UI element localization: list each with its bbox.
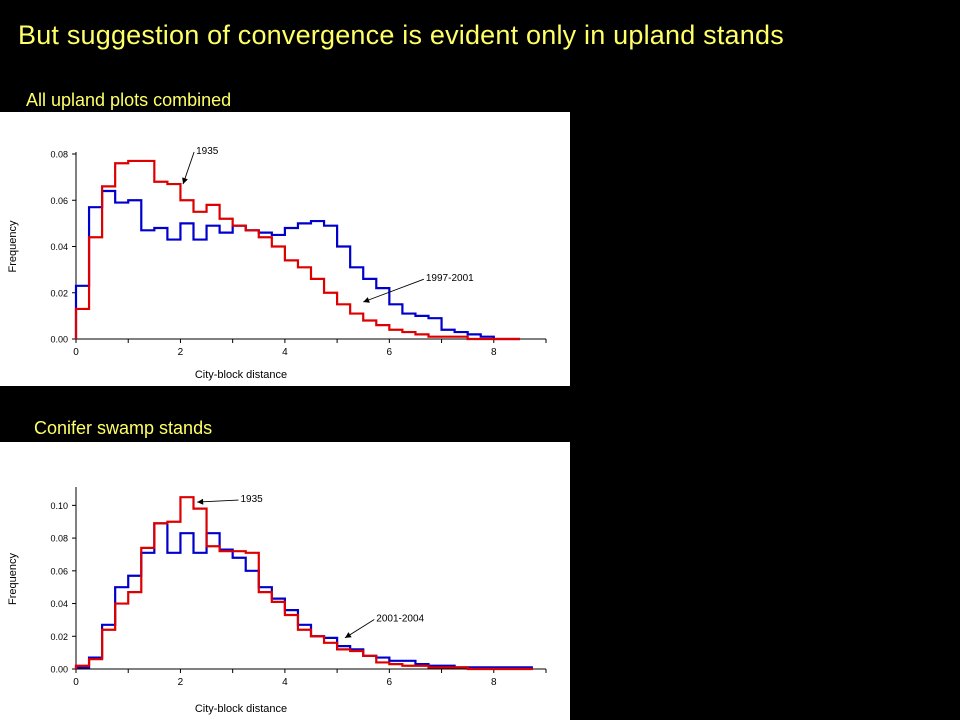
series-line-blue xyxy=(74,522,533,669)
x-tick-label: 2 xyxy=(178,347,184,358)
annotation-arrowhead xyxy=(197,498,204,505)
y-axis-label: Frequency xyxy=(7,553,19,605)
x-tick-label: 8 xyxy=(491,677,497,688)
panel-title-swamp: Conifer swamp stands xyxy=(34,418,213,438)
y-tick-label: 0.08 xyxy=(50,534,68,544)
x-tick-label: 6 xyxy=(387,347,393,358)
slide-title: But suggestion of convergence is evident… xyxy=(18,20,784,50)
chart-upland-svg: 0 2 4 6 8 0.00 0.02 0.04 0.06 0.08 City-block dist… xyxy=(7,146,547,381)
x-tick-label: 4 xyxy=(282,347,288,358)
y-tick-label: 0.04 xyxy=(50,242,68,252)
y-tick-label: 0.06 xyxy=(50,196,68,206)
chart-swamp: 0 2 4 6 8 0.00 0.02 0.04 0.06 0.08 0.10 City-block … xyxy=(0,442,570,720)
series-line-red xyxy=(74,159,520,341)
x-tick-label: 0 xyxy=(73,677,79,688)
annotation-line xyxy=(363,278,425,303)
x-axis-label: City-block distance xyxy=(195,369,287,381)
chart-swamp-svg: 0 2 4 6 8 0.00 0.02 0.04 0.06 0.08 0.10 City-block … xyxy=(7,487,547,715)
y-tick-label: 0.02 xyxy=(50,288,68,298)
y-axis-label: Frequency xyxy=(7,220,19,272)
y-tick-label: 0.08 xyxy=(50,150,68,160)
y-tick-label: 0.00 xyxy=(50,665,68,675)
annotation-line xyxy=(197,499,239,503)
annotation-label: 2001-2004 xyxy=(376,614,424,625)
series-line-red xyxy=(74,496,533,671)
y-tick-label: 0.06 xyxy=(50,566,68,576)
annotation-label: 1997-2001 xyxy=(426,273,474,284)
annotation-arrowhead xyxy=(344,632,352,638)
annotation-arrowhead xyxy=(182,177,188,185)
series-line-blue xyxy=(74,189,520,341)
x-tick-label: 0 xyxy=(73,347,79,358)
x-tick-label: 2 xyxy=(178,677,184,688)
x-axis-label: City-block distance xyxy=(195,703,287,715)
y-tick-label: 0.02 xyxy=(50,632,68,642)
x-tick-label: 8 xyxy=(491,347,497,358)
x-tick-label: 4 xyxy=(282,677,288,688)
panel-title-upland: All upland plots combined xyxy=(26,90,232,110)
annotation-arrowhead xyxy=(363,297,370,303)
chart-upland: 0 2 4 6 8 0.00 0.02 0.04 0.06 0.08 City-block dist… xyxy=(0,112,570,386)
y-tick-label: 0.04 xyxy=(50,599,68,609)
x-tick-label: 6 xyxy=(387,677,393,688)
annotation-label: 1935 xyxy=(196,146,219,157)
y-tick-label: 0.00 xyxy=(50,335,68,345)
annotation-label: 1935 xyxy=(241,494,264,505)
y-tick-label: 0.10 xyxy=(50,501,68,511)
